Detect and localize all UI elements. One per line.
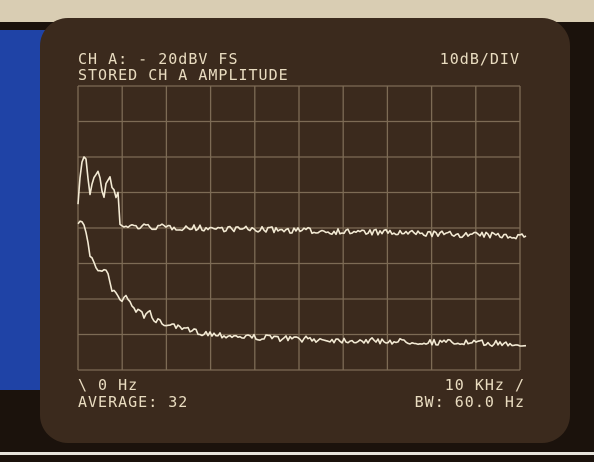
mode-label: STORED CH A AMPLITUDE [78,66,289,84]
channel-label: CH A: - 20dBV FS [78,50,239,68]
upper-trace [77,156,527,240]
lower-trace [77,220,527,347]
start-freq: \ 0 Hz [78,376,138,394]
top-band [0,0,594,22]
average-label: AVERAGE: 32 [78,393,188,411]
bandwidth-label: BW: 60.0 Hz [415,393,525,411]
bottom-line [0,452,594,455]
blue-strip [0,30,45,390]
stop-freq: 10 KHz / [445,376,525,394]
screen [40,18,570,443]
scale-label: 10dB/DIV [440,50,520,68]
graticule [77,85,521,371]
